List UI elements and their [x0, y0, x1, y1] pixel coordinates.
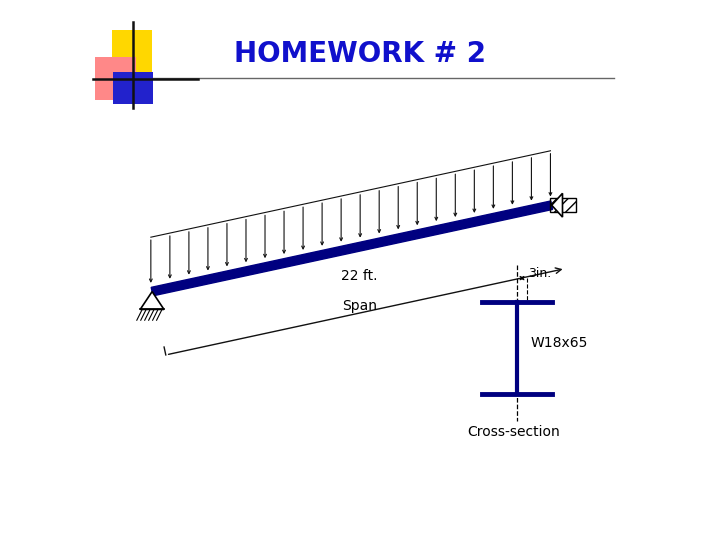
- Polygon shape: [140, 292, 164, 309]
- Bar: [112, 30, 152, 78]
- Text: HOMEWORK # 2: HOMEWORK # 2: [234, 40, 486, 68]
- Text: 3in.: 3in.: [528, 267, 552, 280]
- Text: W18x65: W18x65: [530, 336, 588, 350]
- Text: Cross-section: Cross-section: [467, 425, 560, 439]
- Bar: [113, 72, 153, 104]
- Bar: [550, 198, 576, 212]
- Polygon shape: [552, 193, 562, 217]
- Polygon shape: [151, 201, 553, 296]
- Bar: [95, 57, 136, 100]
- Text: 22 ft.: 22 ft.: [341, 269, 377, 283]
- Text: Span: Span: [342, 299, 377, 313]
